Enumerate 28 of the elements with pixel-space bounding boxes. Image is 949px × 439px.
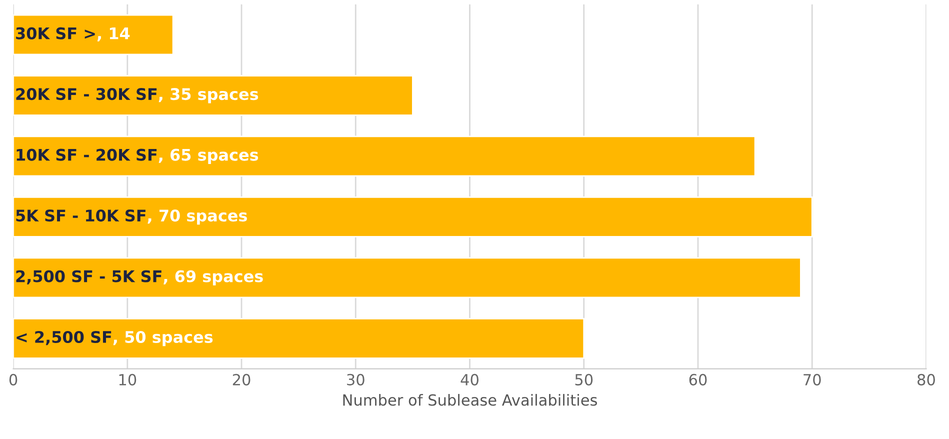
y-tick-label: 10K SF - 20K SF — [16, 148, 157, 161]
x-tick-label: 20 — [232, 374, 250, 386]
bar — [13, 75, 414, 116]
x-tick-label: 60 — [689, 374, 707, 386]
y-tick-label: 20K SF - 30K SF — [16, 88, 157, 100]
bar — [13, 318, 585, 359]
x-axis-title: Number of Sublease Availabilities — [343, 394, 597, 406]
data-label: , 50 spaces — [113, 330, 213, 346]
y-tick-label: 5K SF - 10K SF — [16, 209, 146, 222]
x-tick-label: 80 — [918, 374, 935, 386]
data-label: , 35 spaces — [158, 88, 258, 104]
data-label: , 14 — [97, 28, 130, 42]
y-tick-label: 30K SF > — [16, 27, 95, 40]
bar — [13, 14, 174, 56]
x-tick-label: 30 — [347, 374, 364, 386]
bar — [13, 257, 802, 298]
x-tick-label: 50 — [575, 374, 593, 386]
x-tick-label: 70 — [804, 374, 821, 386]
data-label: , 65 spaces — [158, 148, 258, 164]
bar — [13, 136, 756, 177]
x-tick-label: 0 — [9, 374, 18, 386]
y-tick-label: < 2,500 SF — [16, 330, 112, 346]
data-label: , 70 spaces — [148, 209, 247, 225]
x-tick-label: 40 — [460, 374, 478, 386]
bar — [13, 196, 813, 238]
x-tick-label: 10 — [119, 374, 136, 386]
data-label: , 69 spaces — [164, 270, 263, 286]
y-tick-label: 2,500 SF - 5K SF — [16, 270, 162, 284]
